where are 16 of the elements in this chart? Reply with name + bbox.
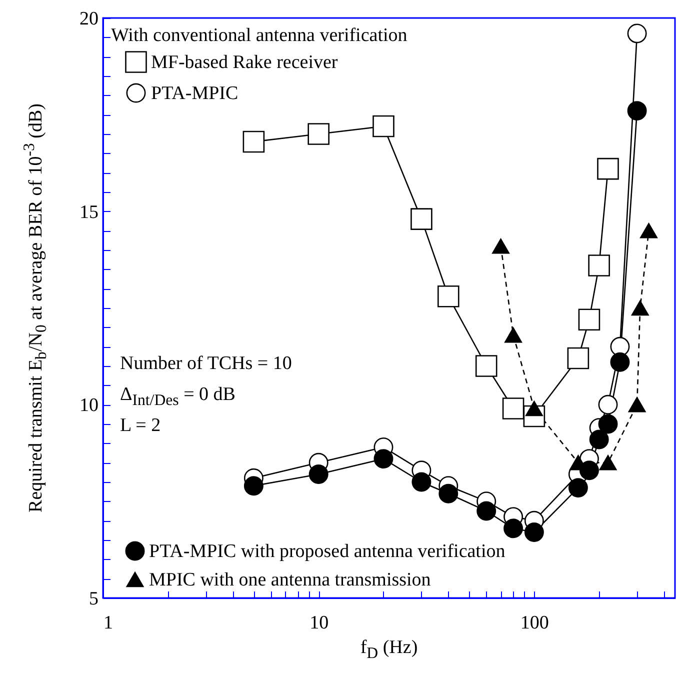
x-tick-label: 1 — [104, 612, 113, 634]
x-axis-title: f$_{D}$ (Hz) — [360, 637, 418, 663]
legend-label: PTA-MPIC with proposed antenna verification — [149, 541, 506, 562]
legend-title: With conventional antenna verification — [111, 25, 408, 46]
annotation: Number of TCHs = 10 — [120, 353, 292, 375]
x-tick-label: 100 — [520, 612, 549, 634]
annotation: L = 2 — [120, 415, 161, 437]
y-tick-label: 10 — [80, 395, 98, 416]
legend-label: PTA-MPIC — [151, 83, 238, 104]
y-tick-label: 20 — [80, 8, 98, 30]
annotation: Δ$_{Int/Des}$ = 0 dB — [120, 384, 236, 410]
y-tick-label: 5 — [89, 588, 98, 610]
legend-label: MPIC with one antenna transmission — [149, 570, 432, 590]
y-tick-label: 15 — [80, 202, 98, 223]
legend-label: MF-based Rake receiver — [151, 52, 338, 73]
x-tick-label: 10 — [310, 612, 329, 634]
